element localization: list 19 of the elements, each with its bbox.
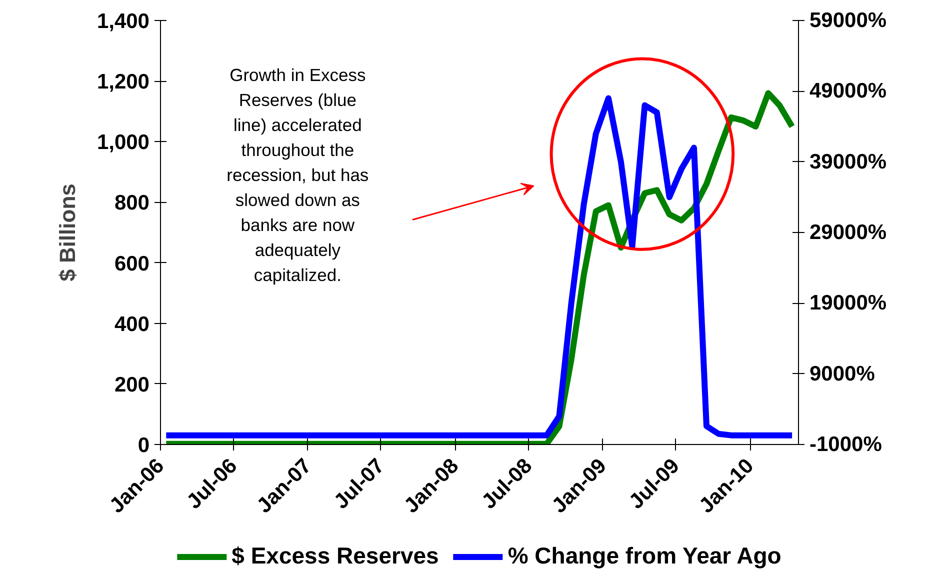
y2-tick-label: -1000%: [810, 433, 882, 456]
y2-tick-label: 9000%: [810, 362, 876, 386]
y-tick-label: 600: [114, 252, 150, 276]
y2-tick-label: 39000%: [810, 150, 887, 174]
text: Growth in Excess Reserves (blue line) accelerated throughout the recession, but has slowed down as banks are now adequately capitalized.: [226, 65, 369, 286]
y-tick-label: 1,400: [96, 10, 150, 33]
y-tick-label: 200: [114, 373, 150, 396]
y-tick-label: 800: [114, 192, 150, 215]
y-tick-label: 1,200: [96, 70, 150, 94]
y-axis-title: $ Billions: [54, 184, 80, 282]
y-tick-label: 0: [138, 434, 150, 457]
y2-tick-label: 19000%: [810, 292, 887, 315]
legend-label: $ Excess Reserves: [232, 542, 439, 570]
y2-tick-label: 59000%: [810, 9, 887, 32]
y2-tick-label: 29000%: [810, 221, 887, 244]
legend-label: % Change from Year Ago: [508, 542, 782, 570]
y2-tick-label: 49000%: [810, 80, 887, 103]
y-tick-label: 1,000: [96, 131, 150, 154]
y-tick-label: 400: [114, 312, 150, 336]
